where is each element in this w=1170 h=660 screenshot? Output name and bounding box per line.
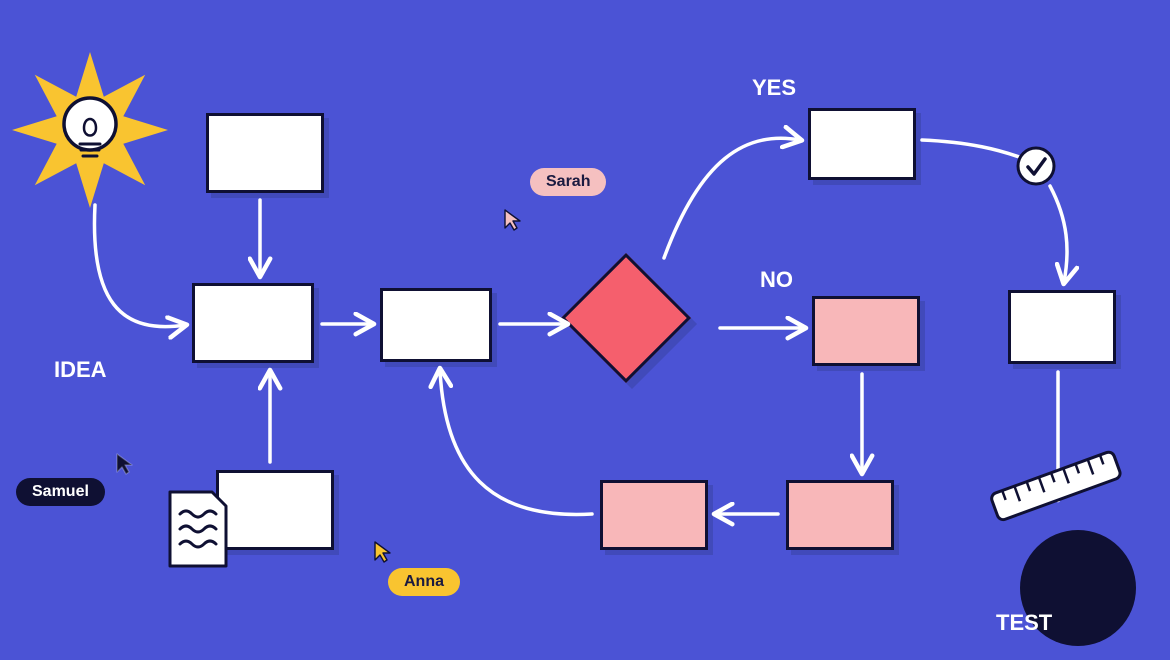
cursor-anna [372, 540, 394, 569]
ruler-icon [990, 451, 1122, 522]
edge-idea_curve [94, 205, 185, 327]
user-pill-samuel[interactable]: Samuel [16, 478, 105, 506]
cursor-samuel [114, 452, 136, 481]
node-bottom[interactable] [216, 470, 334, 550]
user-pill-anna[interactable]: Anna [388, 568, 460, 596]
label-no: NO [760, 267, 793, 293]
node-top[interactable] [206, 113, 324, 193]
node-loop-2[interactable] [786, 480, 894, 550]
node-mid-2[interactable] [380, 288, 492, 362]
node-no[interactable] [812, 296, 920, 366]
edge-dec_yes [664, 138, 800, 258]
user-pill-sarah[interactable]: Sarah [530, 168, 606, 196]
node-right[interactable] [1008, 290, 1116, 364]
label-test: TEST [996, 610, 1052, 636]
checkmark-icon [1018, 148, 1054, 184]
flowchart-canvas: IDEA YES NO TEST Sarah Anna Samuel [0, 0, 1170, 660]
edge-loop_back [440, 370, 592, 514]
node-loop-1[interactable] [600, 480, 708, 550]
edge-yes_check [922, 140, 1022, 158]
edge-check_right [1050, 186, 1067, 282]
node-yes[interactable] [808, 108, 916, 180]
label-idea: IDEA [54, 357, 107, 383]
node-mid-1[interactable] [192, 283, 314, 363]
label-yes: YES [752, 75, 796, 101]
node-decision[interactable] [561, 253, 691, 383]
cursor-sarah [502, 208, 524, 237]
lightbulb-icon [12, 52, 168, 208]
